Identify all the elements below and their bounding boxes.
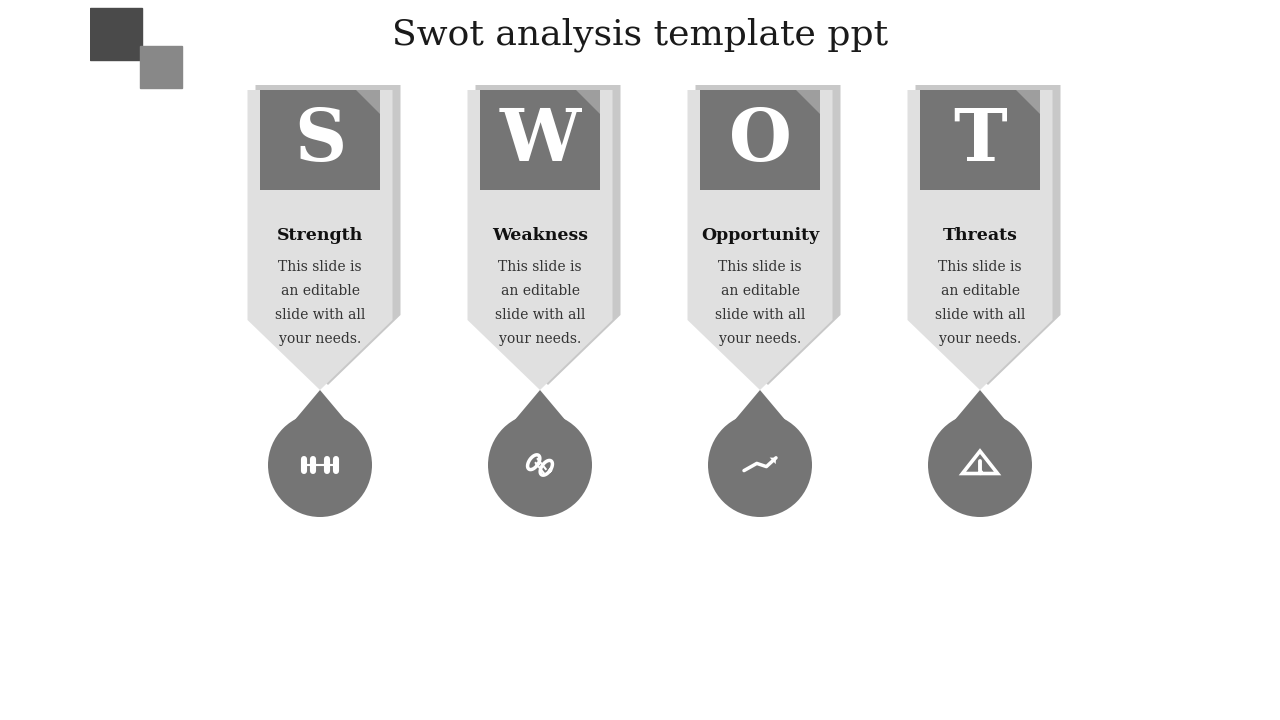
- Bar: [260, 90, 380, 190]
- Text: Swot analysis template ppt: Swot analysis template ppt: [392, 18, 888, 53]
- Circle shape: [708, 413, 812, 517]
- Text: Opportunity: Opportunity: [701, 227, 819, 243]
- Circle shape: [488, 413, 593, 517]
- Polygon shape: [500, 390, 579, 436]
- Text: O: O: [728, 104, 791, 176]
- Text: Weakness: Weakness: [492, 227, 588, 243]
- Polygon shape: [721, 390, 799, 436]
- Polygon shape: [467, 90, 613, 390]
- Polygon shape: [915, 85, 1061, 385]
- Polygon shape: [1016, 90, 1039, 114]
- Text: Strength: Strength: [276, 227, 364, 243]
- Text: This slide is
an editable
slide with all
your needs.: This slide is an editable slide with all…: [495, 260, 585, 346]
- Polygon shape: [356, 90, 380, 114]
- Polygon shape: [796, 90, 820, 114]
- Polygon shape: [282, 390, 358, 436]
- Polygon shape: [941, 390, 1019, 436]
- Bar: [90, 8, 142, 60]
- Bar: [920, 90, 1039, 190]
- Polygon shape: [687, 90, 832, 390]
- Polygon shape: [769, 457, 776, 464]
- Text: This slide is
an editable
slide with all
your needs.: This slide is an editable slide with all…: [714, 260, 805, 346]
- Bar: [480, 90, 600, 190]
- Bar: [140, 46, 182, 88]
- Text: This slide is
an editable
slide with all
your needs.: This slide is an editable slide with all…: [275, 260, 365, 346]
- Bar: [700, 90, 820, 190]
- Polygon shape: [576, 90, 600, 114]
- Text: W: W: [499, 104, 581, 176]
- Polygon shape: [475, 85, 621, 385]
- Text: This slide is
an editable
slide with all
your needs.: This slide is an editable slide with all…: [934, 260, 1025, 346]
- Text: T: T: [954, 104, 1007, 176]
- Text: S: S: [294, 104, 346, 176]
- Circle shape: [928, 413, 1032, 517]
- Polygon shape: [256, 85, 401, 385]
- Polygon shape: [247, 90, 393, 390]
- Polygon shape: [908, 90, 1052, 390]
- Polygon shape: [695, 85, 841, 385]
- Circle shape: [268, 413, 372, 517]
- Text: Threats: Threats: [942, 227, 1018, 243]
